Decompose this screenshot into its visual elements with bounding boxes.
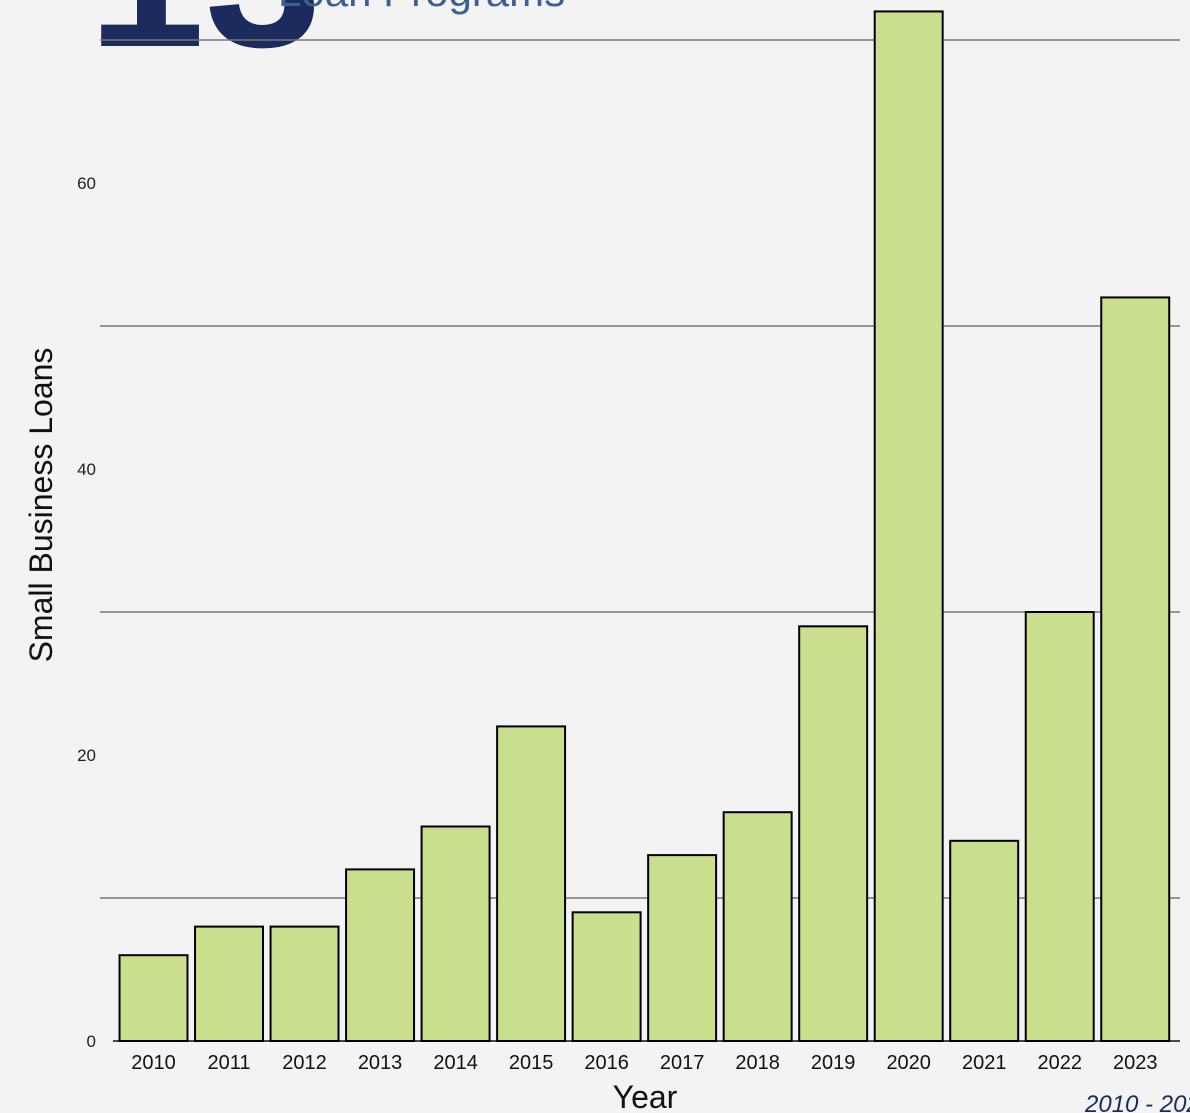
x-tick-label: 2011 [208, 1052, 251, 1074]
bar [873, 10, 944, 1042]
bar [647, 854, 718, 1042]
bar [1100, 296, 1171, 1042]
x-tick-label: 2022 [1037, 1052, 1082, 1074]
x-tick-label: 2017 [660, 1052, 705, 1074]
x-tick-label: 2016 [584, 1052, 629, 1074]
x-tick-label: 2012 [282, 1052, 327, 1074]
x-tick-label: 2018 [735, 1052, 780, 1074]
badge: 13 [88, 0, 322, 91]
x-tick-label: 2021 [962, 1052, 1007, 1074]
chart-title: Loan Programs [278, 0, 565, 15]
bar [269, 925, 340, 1042]
x-tick-label: 2015 [509, 1052, 554, 1074]
subtitle: 2010 - 2023 [1084, 1091, 1190, 1113]
bar [420, 825, 491, 1042]
y-tick-label: 40 [77, 460, 96, 479]
bar [345, 868, 416, 1043]
x-tick-label: 2019 [811, 1052, 856, 1074]
x-tick-label: 2023 [1113, 1052, 1158, 1074]
bar [798, 625, 869, 1042]
y-tick-label: 20 [77, 746, 96, 765]
bar [571, 911, 642, 1042]
bar [194, 925, 265, 1042]
x-tick-label: 2014 [433, 1052, 478, 1074]
bar [949, 839, 1020, 1042]
x-axis-label: Year [613, 1079, 678, 1113]
bar [722, 811, 793, 1043]
y-tick-label: 0 [87, 1032, 96, 1051]
y-tick-label: 60 [77, 174, 96, 193]
bar [496, 725, 567, 1043]
x-tick-label: 2010 [131, 1052, 176, 1074]
x-tick-label: 2013 [358, 1052, 403, 1074]
bar [1024, 611, 1095, 1042]
y-axis-label: Small Business Loans [23, 348, 59, 663]
bar [118, 954, 189, 1043]
x-tick-label: 2020 [886, 1052, 931, 1074]
